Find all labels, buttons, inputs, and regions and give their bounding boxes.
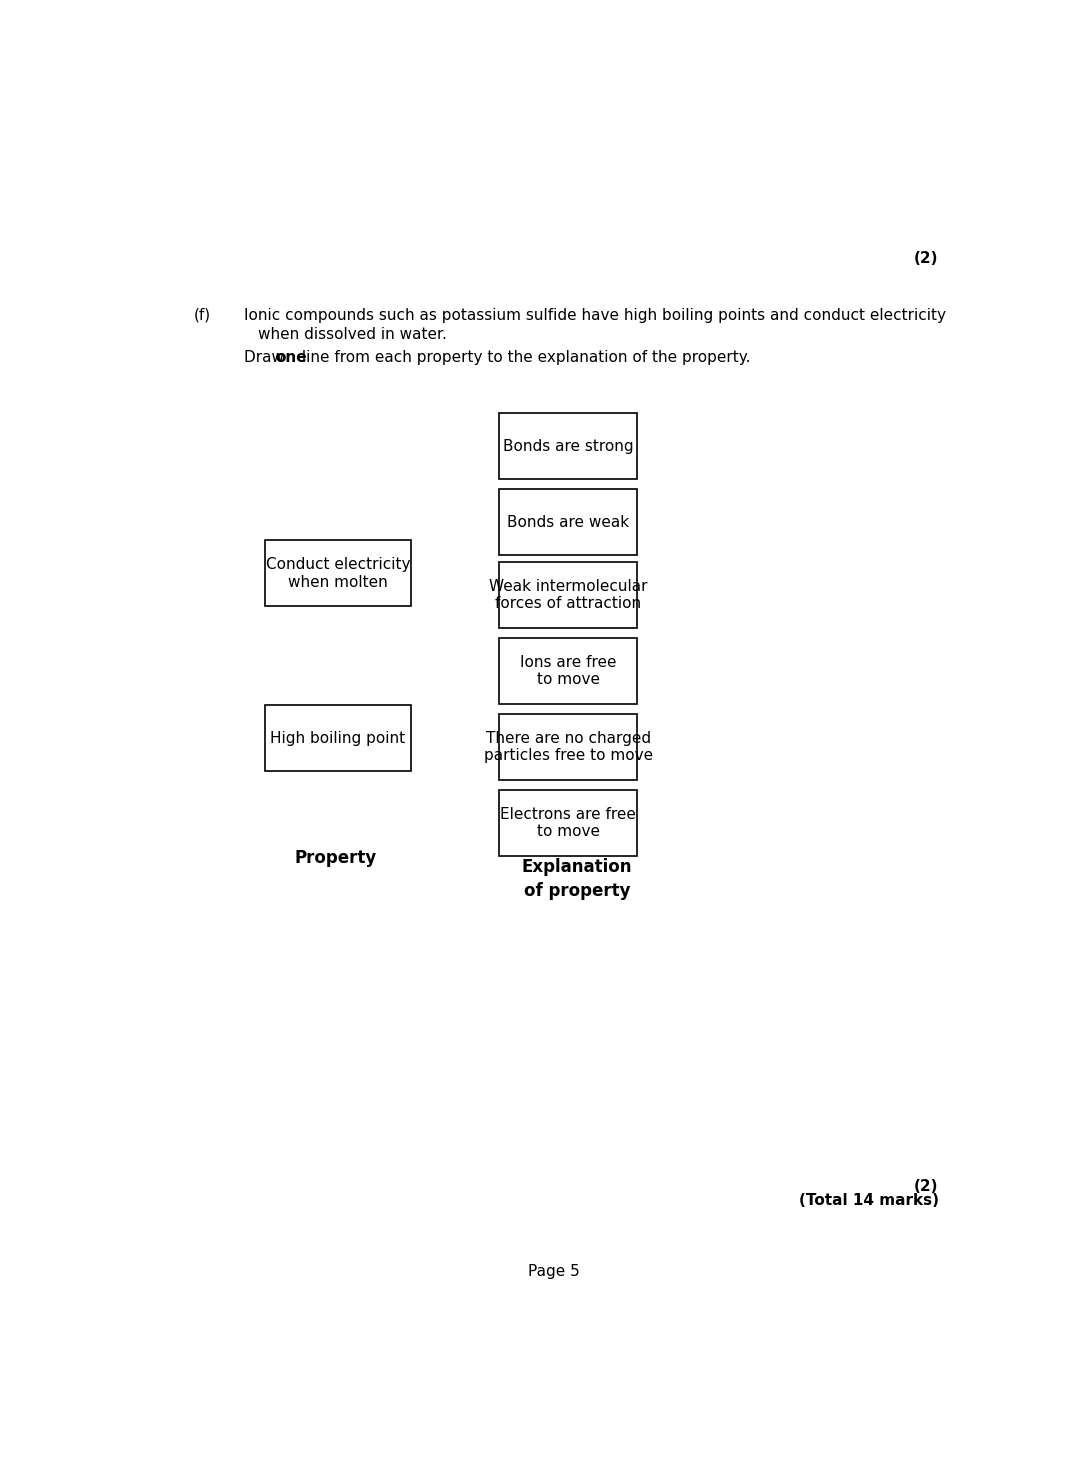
FancyBboxPatch shape [499,413,637,479]
Text: Bonds are strong: Bonds are strong [503,438,634,454]
Text: line from each property to the explanation of the property.: line from each property to the explanati… [297,350,751,364]
Text: Draw: Draw [244,350,288,364]
FancyBboxPatch shape [265,540,411,606]
Text: Conduct electricity
when molten: Conduct electricity when molten [266,558,410,590]
Text: Explanation: Explanation [522,858,632,876]
Text: (2): (2) [914,251,939,266]
Text: High boiling point: High boiling point [270,730,405,745]
Text: Weak intermolecular
forces of attraction: Weak intermolecular forces of attraction [489,578,647,611]
Text: Electrons are free
to move: Electrons are free to move [500,807,636,839]
FancyBboxPatch shape [499,490,637,555]
Text: (Total 14 marks): (Total 14 marks) [798,1193,939,1208]
FancyBboxPatch shape [499,562,637,628]
Text: Property: Property [295,850,377,867]
Text: Ions are free
to move: Ions are free to move [519,655,617,687]
Text: (2): (2) [914,1179,939,1193]
Text: Ionic compounds such as potassium sulfide have high boiling points and conduct e: Ionic compounds such as potassium sulfid… [244,308,946,323]
FancyBboxPatch shape [499,639,637,704]
Text: There are no charged
particles free to move: There are no charged particles free to m… [484,732,652,764]
FancyBboxPatch shape [499,791,637,855]
Text: Page 5: Page 5 [528,1264,579,1279]
FancyBboxPatch shape [499,714,637,780]
Text: Bonds are weak: Bonds are weak [508,515,630,530]
FancyBboxPatch shape [265,705,411,771]
Text: of property: of property [524,882,631,900]
Text: when dissolved in water.: when dissolved in water. [258,327,447,342]
Text: one: one [275,350,307,364]
Text: (f): (f) [193,308,211,323]
